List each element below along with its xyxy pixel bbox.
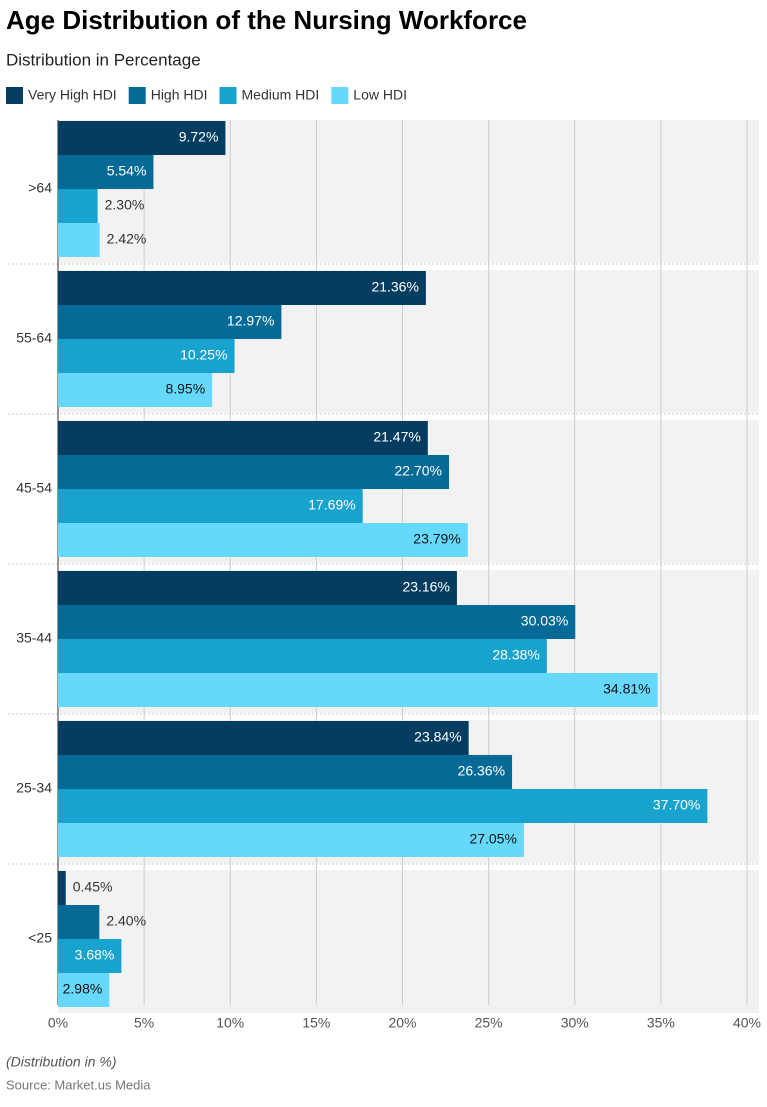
bar bbox=[58, 339, 235, 373]
bar bbox=[58, 489, 363, 523]
data-label: 2.40% bbox=[106, 913, 146, 929]
data-label: 5.54% bbox=[107, 163, 147, 179]
x-tick-label: 15% bbox=[302, 1015, 330, 1031]
bar bbox=[58, 155, 154, 189]
x-tick-label: 5% bbox=[134, 1015, 154, 1031]
bar bbox=[58, 789, 708, 823]
x-tick-label: 30% bbox=[561, 1015, 589, 1031]
source: Source: Market.us Media bbox=[6, 1077, 151, 1092]
x-tick-label: 25% bbox=[475, 1015, 503, 1031]
bar bbox=[58, 189, 98, 223]
chart-title: Age Distribution of the Nursing Workforc… bbox=[6, 5, 527, 35]
data-label: 12.97% bbox=[227, 313, 274, 329]
data-label: 21.36% bbox=[371, 279, 418, 295]
bar bbox=[58, 605, 576, 639]
legend-swatch bbox=[128, 87, 146, 104]
legend-swatch bbox=[331, 87, 349, 104]
group-band bbox=[58, 870, 759, 1013]
bar bbox=[58, 373, 213, 407]
x-tick-label: 35% bbox=[647, 1015, 675, 1031]
y-tick-label: 45-54 bbox=[16, 480, 52, 496]
y-tick-label: 55-64 bbox=[16, 330, 52, 346]
legend-label: Very High HDI bbox=[28, 87, 117, 103]
data-label: 30.03% bbox=[521, 613, 568, 629]
data-label: 34.81% bbox=[603, 681, 650, 697]
x-tick-label: 20% bbox=[388, 1015, 416, 1031]
data-label: 37.70% bbox=[653, 797, 700, 813]
data-label: 27.05% bbox=[469, 831, 516, 847]
data-label: 23.16% bbox=[402, 579, 449, 595]
data-label: 0.45% bbox=[73, 879, 113, 895]
bar bbox=[58, 639, 547, 673]
legend-label: Medium HDI bbox=[242, 87, 320, 103]
y-tick-label: 25-34 bbox=[16, 780, 52, 796]
data-label: 23.84% bbox=[414, 729, 461, 745]
y-tick-label: 35-44 bbox=[16, 630, 52, 646]
legend-swatch bbox=[219, 87, 237, 104]
note: (Distribution in %) bbox=[6, 1054, 116, 1070]
bar bbox=[58, 421, 428, 455]
bar bbox=[58, 939, 122, 973]
data-label: 9.72% bbox=[179, 129, 219, 145]
data-label: 22.70% bbox=[395, 463, 442, 479]
bar bbox=[58, 121, 226, 155]
data-label: 2.42% bbox=[107, 231, 147, 247]
chart-subtitle: Distribution in Percentage bbox=[6, 50, 201, 69]
data-label: 2.98% bbox=[63, 981, 103, 997]
x-tick-label: 10% bbox=[216, 1015, 244, 1031]
bar bbox=[58, 823, 524, 857]
bar bbox=[58, 905, 100, 939]
data-label: 8.95% bbox=[165, 381, 205, 397]
bar bbox=[58, 523, 468, 557]
bar bbox=[58, 571, 457, 605]
x-tick-label: 40% bbox=[733, 1015, 761, 1031]
legend-label: High HDI bbox=[151, 87, 208, 103]
y-tick-label: >64 bbox=[28, 180, 52, 196]
bar bbox=[58, 455, 450, 489]
bar bbox=[58, 673, 658, 707]
bar bbox=[58, 305, 282, 339]
bar bbox=[58, 973, 110, 1007]
data-label: 2.30% bbox=[105, 197, 145, 213]
data-label: 3.68% bbox=[75, 947, 115, 963]
data-label: 21.47% bbox=[373, 429, 420, 445]
data-label: 28.38% bbox=[492, 647, 539, 663]
bar bbox=[58, 223, 100, 257]
bar bbox=[58, 871, 66, 905]
y-tick-label: <25 bbox=[28, 930, 52, 946]
data-label: 26.36% bbox=[458, 763, 505, 779]
bar bbox=[58, 721, 469, 755]
legend-label: Low HDI bbox=[353, 87, 407, 103]
bar bbox=[58, 271, 426, 305]
bar bbox=[58, 755, 513, 789]
data-label: 17.69% bbox=[308, 497, 355, 513]
legend-swatch bbox=[6, 87, 23, 104]
data-label: 10.25% bbox=[180, 347, 227, 363]
data-label: 23.79% bbox=[413, 531, 460, 547]
x-tick-label: 0% bbox=[48, 1015, 68, 1031]
